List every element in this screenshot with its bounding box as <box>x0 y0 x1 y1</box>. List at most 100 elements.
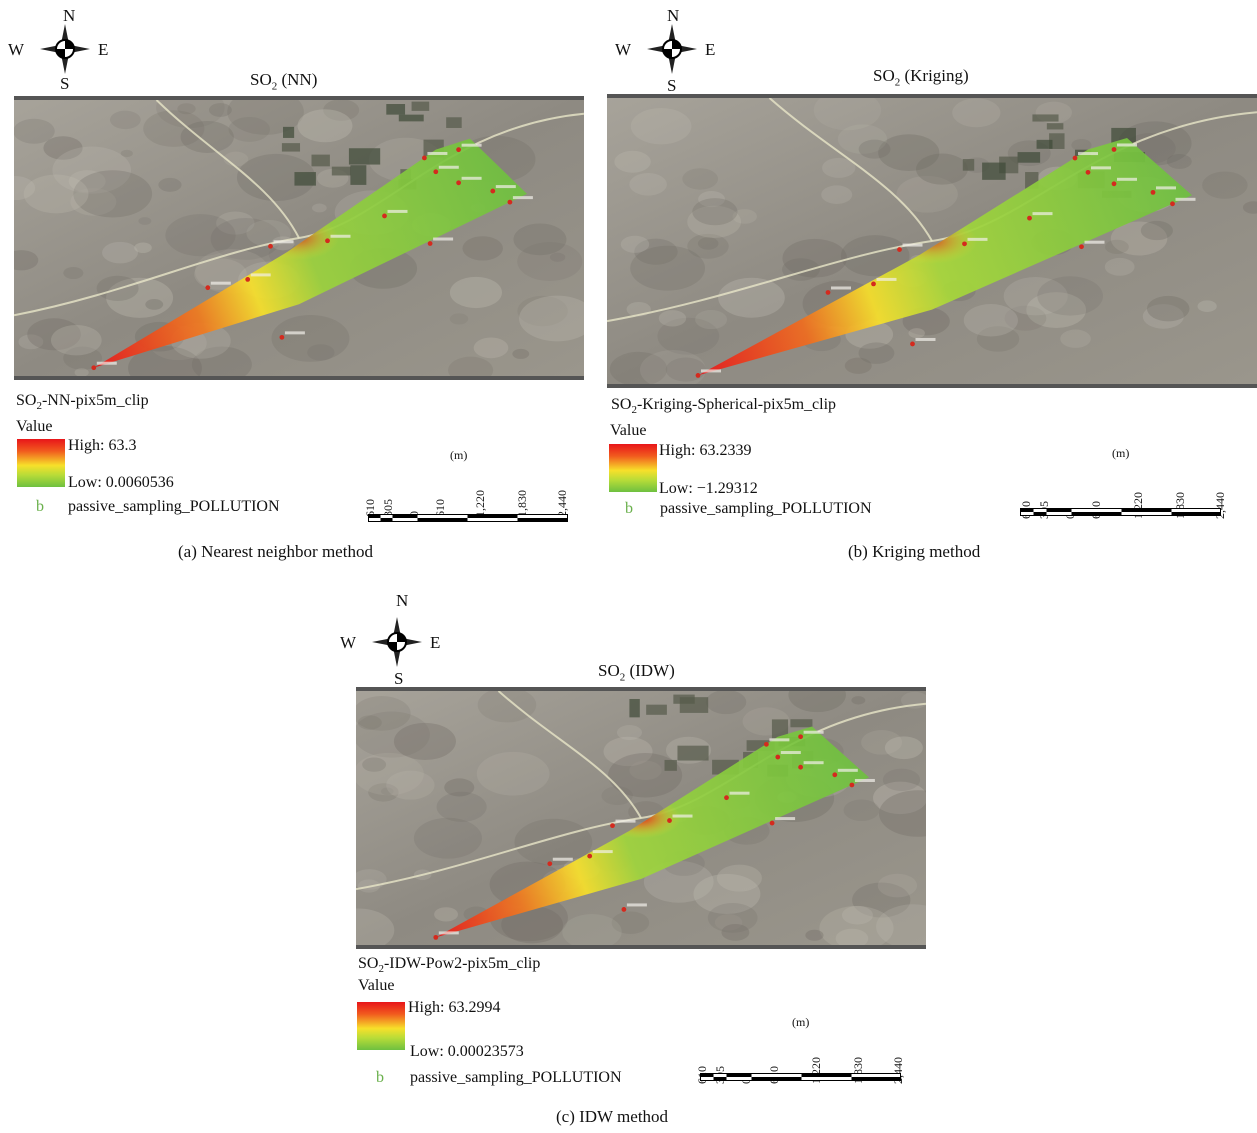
terrain-patch <box>477 691 537 723</box>
sampling-point <box>724 795 729 801</box>
terrain-patch <box>246 219 291 247</box>
sampling-point <box>433 934 439 940</box>
terrain-patch <box>514 818 593 866</box>
field-patch <box>350 165 367 185</box>
sampling-point <box>427 241 433 246</box>
north-arrow: N W E S <box>340 591 450 688</box>
terrain-patch <box>620 235 650 253</box>
terrain-patch <box>14 175 36 201</box>
scale-unit: (m) <box>1112 446 1130 460</box>
terrain-patch <box>1202 171 1248 199</box>
compass-n-label: N <box>63 6 76 25</box>
sampling-point <box>769 820 775 826</box>
sampling-point-label <box>701 369 721 373</box>
sampling-point <box>268 243 273 249</box>
sampling-point <box>764 741 769 747</box>
terrain-patch <box>841 905 873 925</box>
road-line <box>768 98 933 242</box>
legend-low: Low: 0.0060536 <box>68 474 174 491</box>
sampling-point <box>1170 201 1175 207</box>
terrain-patch <box>191 346 252 376</box>
terrain-patch <box>687 205 742 238</box>
terrain-patch <box>840 235 910 277</box>
sampling-point <box>667 818 672 823</box>
sampling-point-label <box>427 151 448 155</box>
terrain-patch <box>63 346 103 370</box>
compass-e-label: E <box>705 40 716 59</box>
map-title: SO2 (Kriging) <box>873 66 969 89</box>
legend-point-icon: b <box>625 500 633 517</box>
terrain-patch <box>716 864 762 892</box>
terrain-patch <box>312 203 327 213</box>
sampling-point <box>695 373 701 378</box>
terrain-patch <box>156 100 225 129</box>
terrain-patch <box>517 242 583 282</box>
terrain-patch <box>692 198 738 226</box>
terrain-patch <box>362 757 387 772</box>
map-canvas <box>607 98 1257 384</box>
field-patch <box>982 162 1006 180</box>
terrain-patch <box>63 267 84 280</box>
terrain-patch <box>822 157 856 178</box>
terrain-patch <box>707 902 758 933</box>
sampling-point <box>849 782 855 788</box>
terrain-patch <box>138 217 152 225</box>
sampling-point <box>1111 147 1117 152</box>
terrain-patch <box>878 134 940 171</box>
terrain-patch <box>639 350 706 384</box>
sampling-point-label <box>1078 152 1098 156</box>
north-arrow: N W E S <box>8 6 118 101</box>
legend-color-ramp <box>17 439 65 487</box>
sampling-point <box>279 334 285 340</box>
terrain-patch <box>697 237 719 250</box>
terrain-patch <box>837 124 887 154</box>
terrain-patch <box>473 337 509 359</box>
field-patch <box>386 104 406 115</box>
terrain-patch <box>876 904 926 945</box>
scale-tick: 1,220 <box>473 490 487 517</box>
compass-e-label: E <box>98 40 109 59</box>
terrain-patch <box>73 170 153 218</box>
terrain-patch <box>449 276 502 309</box>
terrain-patch <box>851 696 866 705</box>
sampling-point-label <box>552 857 573 861</box>
terrain-patch <box>852 882 911 918</box>
field-patch <box>771 719 789 739</box>
terrain-patch <box>18 334 44 350</box>
sampling-point-label <box>96 361 117 365</box>
terrain-patch <box>476 751 550 796</box>
field-patch <box>673 694 695 704</box>
sampling-point <box>910 341 915 347</box>
panel-nn: N W E S SO2 (NN) SO2-NN-pix5m_clip Value… <box>0 0 600 570</box>
sampling-point <box>422 155 427 161</box>
terrain-patch <box>1037 276 1103 316</box>
terrain-patch <box>877 873 918 898</box>
terrain-patch <box>819 906 894 945</box>
sampling-point-label <box>967 237 988 241</box>
legend-high: High: 63.2994 <box>408 999 501 1016</box>
legend-color-ramp <box>357 1002 405 1050</box>
sampling-point-label <box>1032 212 1053 216</box>
scale-unit: (m) <box>450 448 468 462</box>
field-patch <box>1046 123 1064 130</box>
terrain-patch <box>844 357 872 374</box>
terrain-patch <box>695 309 728 330</box>
terrain-patch <box>1003 276 1068 316</box>
field-patch <box>1036 139 1053 149</box>
scale-bar: (m) 610 305 0 610 1,220 1,830 2,440 <box>360 448 570 528</box>
terrain-patch <box>858 342 895 364</box>
legend-high: High: 63.2339 <box>659 442 752 459</box>
sampling-point-label <box>780 751 801 755</box>
terrain-patch <box>608 753 683 798</box>
field-patch <box>283 126 295 138</box>
sampling-point-label <box>803 730 824 734</box>
terrain-patch <box>1242 201 1257 214</box>
terrain-patch <box>952 98 1001 128</box>
sampling-point-label <box>210 281 231 285</box>
terrain-patch <box>782 238 847 278</box>
terrain-patch <box>128 346 202 376</box>
terrain-patch <box>380 787 394 796</box>
terrain-patch <box>813 98 882 131</box>
sampling-point-label <box>1091 166 1111 170</box>
sampling-point-label <box>876 277 897 281</box>
